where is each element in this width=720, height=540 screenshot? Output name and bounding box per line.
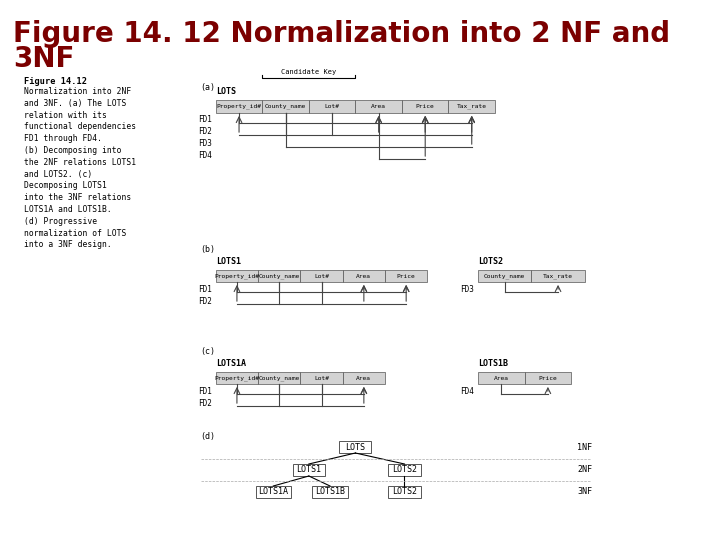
Text: 3NF: 3NF [13,45,74,73]
FancyBboxPatch shape [216,100,262,113]
Text: Candidate Key: Candidate Key [282,69,336,75]
Text: LOTS2: LOTS2 [478,257,503,266]
Text: (d): (d) [201,432,215,441]
Text: FD4: FD4 [460,387,474,395]
FancyBboxPatch shape [356,100,402,113]
FancyBboxPatch shape [343,270,385,282]
Text: LOTS1: LOTS1 [216,257,240,266]
FancyBboxPatch shape [478,372,525,384]
Text: Price: Price [539,375,557,381]
FancyBboxPatch shape [531,270,585,282]
FancyBboxPatch shape [525,372,571,384]
Text: LOTS: LOTS [346,442,365,451]
Text: FD1: FD1 [198,387,212,395]
Text: (c): (c) [201,347,215,356]
Text: County_name: County_name [258,375,300,381]
FancyBboxPatch shape [312,486,348,498]
Text: Property_id#: Property_id# [217,104,261,109]
Text: Tax_rate: Tax_rate [456,104,487,109]
Text: FD3: FD3 [198,139,212,148]
FancyBboxPatch shape [449,100,495,113]
FancyBboxPatch shape [216,372,258,384]
Text: Area: Area [356,273,372,279]
Text: LOTS2: LOTS2 [392,488,417,496]
Text: FD2: FD2 [198,296,212,306]
Text: Price: Price [416,104,435,109]
FancyBboxPatch shape [256,486,291,498]
Text: LOTS1B: LOTS1B [315,488,345,496]
FancyBboxPatch shape [343,372,385,384]
FancyBboxPatch shape [478,270,531,282]
FancyBboxPatch shape [216,270,258,282]
Text: 1NF: 1NF [577,442,593,451]
Text: (a): (a) [201,83,215,92]
Text: LOTS1: LOTS1 [297,465,321,475]
Text: Area: Area [494,375,509,381]
FancyBboxPatch shape [258,372,300,384]
Text: County_name: County_name [258,273,300,279]
FancyBboxPatch shape [309,100,356,113]
Text: County_name: County_name [265,104,306,109]
Text: FD3: FD3 [460,285,474,294]
Text: Figure 14. 12 Normalization into 2 NF and: Figure 14. 12 Normalization into 2 NF an… [13,20,670,48]
Text: LOTS2: LOTS2 [392,465,417,475]
Text: Tax_rate: Tax_rate [543,273,573,279]
FancyBboxPatch shape [293,464,325,476]
Text: FD1: FD1 [198,116,212,125]
FancyBboxPatch shape [388,464,420,476]
FancyBboxPatch shape [385,270,428,282]
Text: Lot#: Lot# [314,375,329,381]
FancyBboxPatch shape [388,486,420,498]
Text: Price: Price [397,273,415,279]
Text: LOTS1A: LOTS1A [258,488,288,496]
Text: Lot#: Lot# [314,273,329,279]
Text: FD2: FD2 [198,127,212,137]
Text: LOTS1A: LOTS1A [216,359,246,368]
FancyBboxPatch shape [402,100,449,113]
Text: FD2: FD2 [198,399,212,408]
Text: Area: Area [372,104,386,109]
Text: 2NF: 2NF [577,465,593,475]
FancyBboxPatch shape [300,372,343,384]
Text: 3NF: 3NF [577,488,593,496]
Text: LOTS1B: LOTS1B [478,359,508,368]
FancyBboxPatch shape [300,270,343,282]
Text: (b): (b) [201,245,215,254]
FancyBboxPatch shape [258,270,300,282]
Text: Property_id#: Property_id# [215,375,259,381]
Text: Area: Area [356,375,372,381]
FancyBboxPatch shape [262,100,309,113]
Text: Normalization into 2NF
and 3NF. (a) The LOTS
relation with its
functional depend: Normalization into 2NF and 3NF. (a) The … [24,87,136,249]
Text: FD4: FD4 [198,152,212,160]
Text: LOTS: LOTS [216,87,235,96]
Text: Lot#: Lot# [325,104,340,109]
Text: County_name: County_name [484,273,526,279]
Text: Property_id#: Property_id# [215,273,259,279]
Text: FD1: FD1 [198,285,212,294]
FancyBboxPatch shape [339,441,372,453]
Text: Figure 14.12: Figure 14.12 [24,77,86,86]
